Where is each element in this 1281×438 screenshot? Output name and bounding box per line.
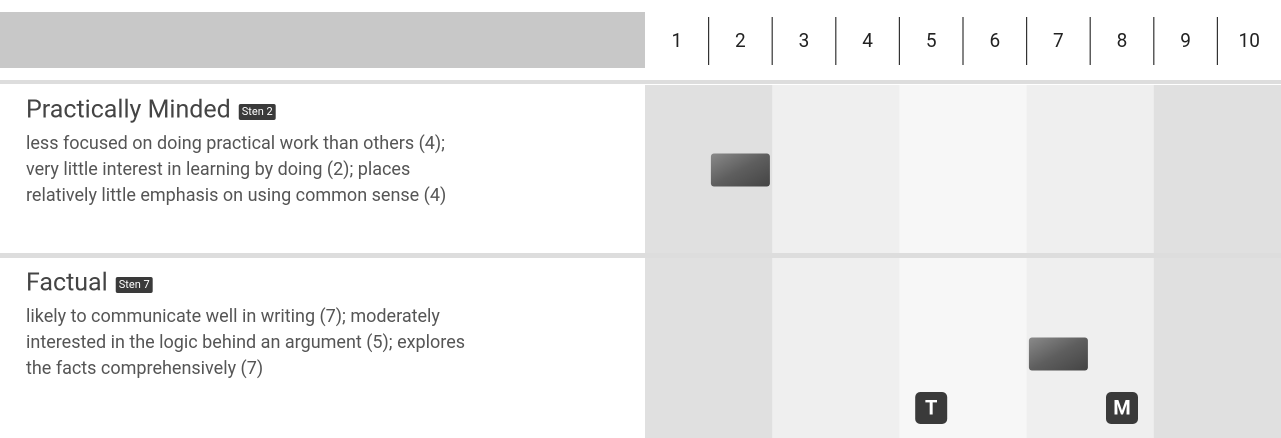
sten-badge bbox=[115, 277, 153, 293]
marker bbox=[1106, 392, 1138, 424]
band bbox=[1153, 258, 1281, 438]
marker-label: T bbox=[925, 395, 937, 419]
row-description: interested in the logic behind an argume… bbox=[26, 332, 465, 353]
sten-mark bbox=[1028, 337, 1088, 371]
band bbox=[1153, 85, 1281, 253]
band bbox=[899, 85, 1028, 253]
band bbox=[1026, 85, 1155, 253]
sten-badge-text: Sten 2 bbox=[242, 105, 273, 118]
sten-badge bbox=[238, 104, 276, 120]
row-description: less focused on doing practical work tha… bbox=[26, 133, 445, 154]
separator bbox=[0, 253, 1281, 258]
scale-label: 5 bbox=[926, 29, 937, 52]
row-title: Factual bbox=[26, 269, 108, 298]
scale-label: 2 bbox=[735, 29, 746, 52]
sten-badge-text: Sten 7 bbox=[119, 278, 150, 291]
scale-label: 4 bbox=[862, 29, 873, 52]
scale-label: 8 bbox=[1117, 29, 1128, 52]
scale-label: 7 bbox=[1053, 29, 1064, 52]
marker bbox=[915, 392, 948, 424]
row-description: likely to communicate well in writing (7… bbox=[26, 306, 440, 327]
separator bbox=[0, 80, 1281, 84]
sten-mark bbox=[710, 153, 770, 187]
band bbox=[772, 85, 900, 253]
scale-label: 10 bbox=[1239, 29, 1260, 52]
row-description: very little interest in learning by doin… bbox=[26, 159, 410, 180]
scale-label: 3 bbox=[799, 29, 810, 52]
row-description: relatively little emphasis on using comm… bbox=[26, 185, 446, 206]
row-description: the facts comprehensively (7) bbox=[26, 358, 263, 379]
header-bar bbox=[0, 12, 645, 68]
marker-label: M bbox=[1113, 395, 1131, 419]
scale-label: 1 bbox=[671, 29, 682, 52]
band bbox=[645, 258, 773, 438]
scale-label: 6 bbox=[989, 29, 1000, 52]
row-title: Practically Minded bbox=[26, 96, 231, 125]
band bbox=[772, 258, 900, 438]
scale-label: 9 bbox=[1180, 29, 1191, 52]
